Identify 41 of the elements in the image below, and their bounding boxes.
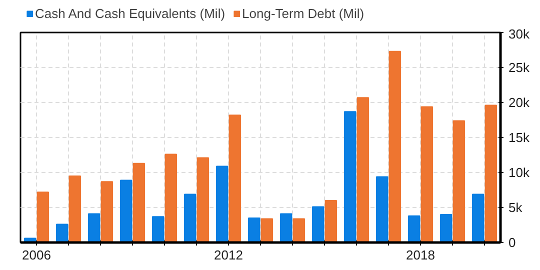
legend-label: Cash And Cash Equivalents (Mil) [35,6,226,21]
bar [472,194,484,242]
bar [164,154,177,242]
x-tick-label: 2018 [406,248,435,262]
bar [344,111,356,242]
bar [292,218,305,242]
bar [388,50,401,242]
bar [248,218,260,242]
x-tick-label: 2006 [22,248,51,262]
bar [376,176,388,242]
bar [36,192,49,242]
bar [88,213,100,242]
bar [484,104,497,242]
y-tick-label: 5k [508,200,523,215]
bar [184,194,196,242]
y-tick-label: 0 [508,235,516,250]
y-tick-label: 30k [508,26,530,42]
y-tick-label: 20k [508,95,530,110]
bar [100,181,113,242]
y-tick-label: 25k [508,60,530,75]
bar [56,224,68,242]
bar [260,218,273,242]
bar [132,162,145,242]
bar [408,215,420,242]
bar [356,97,369,242]
bar [152,216,164,242]
bar [280,213,292,242]
bar [216,166,228,242]
bar [68,176,81,242]
bar [324,200,337,242]
legend-label: Long-Term Debt (Mil) [242,6,364,21]
bar [228,114,241,242]
bar [420,106,433,242]
y-tick-label: 15k [508,130,530,145]
bar [120,180,132,242]
x-tick-label: 2012 [214,248,243,262]
bar [440,214,452,242]
bar [196,157,209,242]
bar [452,120,465,242]
bar [312,206,324,242]
y-tick-label: 10k [508,165,530,180]
